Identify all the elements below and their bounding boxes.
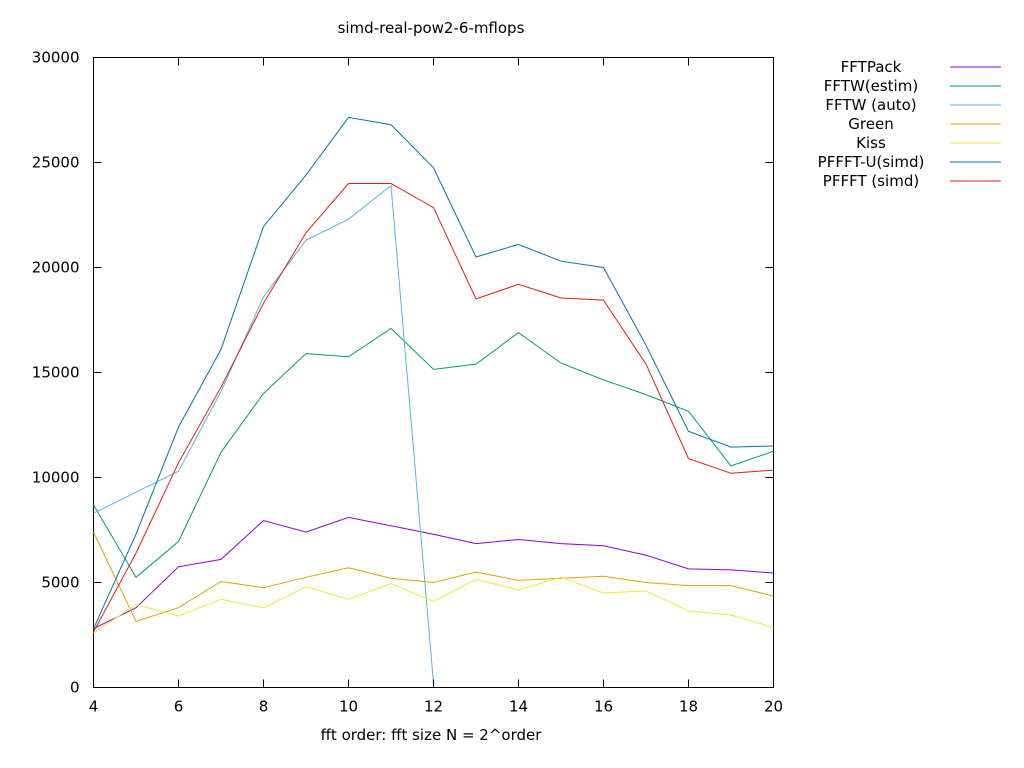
series-line-fftpack: [93, 516, 774, 630]
x-axis-label: fft order: fft size N = 2^order: [321, 726, 543, 744]
x-tick-label: 6: [174, 698, 184, 716]
legend-label-green: Green: [848, 115, 893, 133]
y-tick-label: 30000: [32, 49, 80, 67]
x-tick-label: 4: [89, 698, 99, 716]
x-tick-label: 8: [259, 698, 269, 716]
x-tick-label: 16: [594, 698, 613, 716]
legend-label-fftw-estim: FFTW(estim): [824, 77, 918, 95]
y-tick-label: 20000: [32, 259, 80, 277]
y-tick-label: 5000: [41, 574, 79, 592]
series-line-fftw-auto: [93, 184, 434, 684]
series-line-kiss: [93, 576, 774, 634]
y-tick-label: 25000: [32, 154, 80, 172]
x-tick-label: 10: [339, 698, 358, 716]
y-tick-label: 15000: [32, 364, 80, 382]
x-tick-label: 14: [509, 698, 528, 716]
x-tick-label: 12: [424, 698, 443, 716]
y-tick-label: 0: [70, 679, 80, 697]
legend-label-fftpack: FFTPack: [841, 58, 902, 76]
series-line-pffft-simd: [93, 183, 774, 633]
chart-title: simd-real-pow2-6-mflops: [338, 19, 525, 37]
x-tick-label: 20: [764, 698, 783, 716]
series-layer: [93, 116, 774, 684]
legend-label-kiss: Kiss: [856, 134, 886, 152]
series-line-pffft-u-simd: [93, 116, 774, 629]
x-tick-label: 18: [679, 698, 698, 716]
axis-ticks: 0 5000 10000 15000 20000 25000 30000 4 6 8 10 12 14 1…: [32, 49, 783, 716]
legend-label-pffft-u-simd: PFFFT-U(simd): [818, 153, 925, 171]
legend-label-pffft-simd: PFFFT (simd): [823, 172, 919, 190]
legend-label-fftw-auto: FFTW (auto): [825, 96, 916, 114]
plot-frame: [93, 57, 774, 688]
series-line-fftw-estim: [93, 327, 774, 579]
series-line-green: [93, 531, 774, 623]
y-tick-label: 10000: [32, 469, 80, 487]
